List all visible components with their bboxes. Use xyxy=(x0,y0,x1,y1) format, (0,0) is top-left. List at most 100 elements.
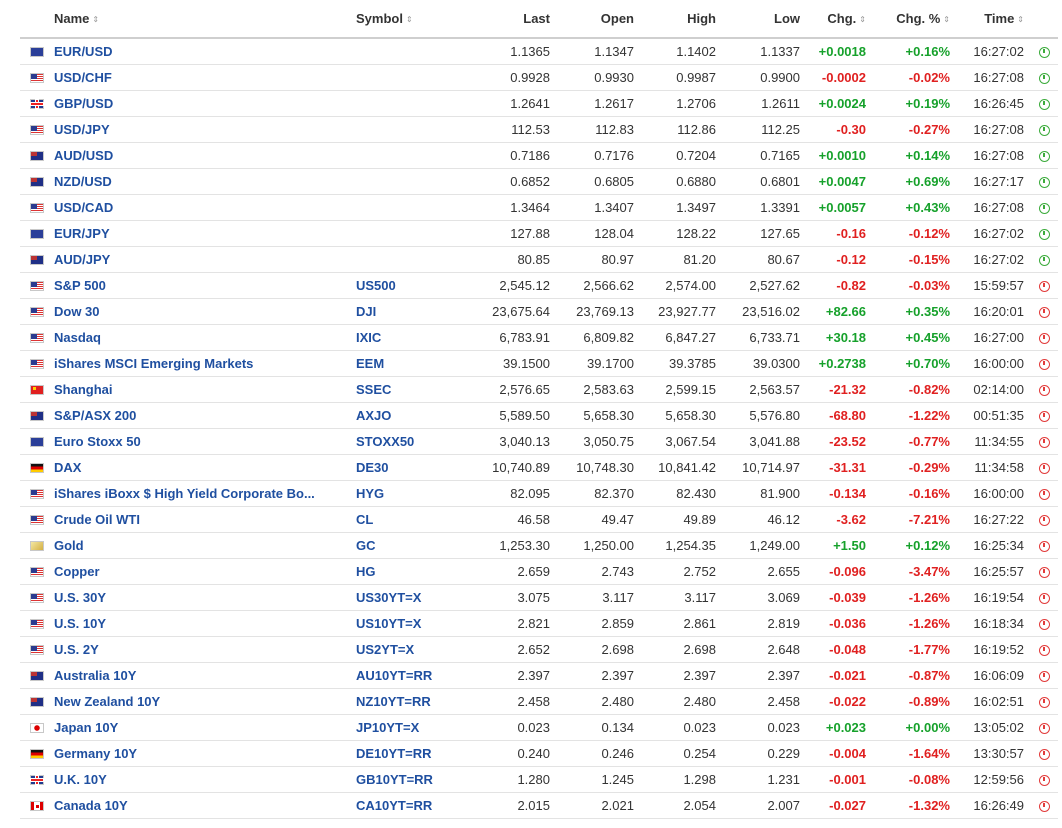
instrument-name-link[interactable]: Crude Oil WTI xyxy=(48,506,350,533)
instrument-symbol-link[interactable]: EEM xyxy=(350,350,460,377)
instrument-name-link[interactable]: iShares iBoxx $ High Yield Corporate Bo.… xyxy=(48,480,350,507)
instrument-name-link[interactable]: U.K. 10Y xyxy=(48,766,350,793)
column-header-name[interactable]: Name ⇕ xyxy=(48,0,350,39)
instrument-name-link[interactable]: AUD/USD xyxy=(48,142,350,169)
table-row[interactable]: U.S. 10Y US10YT=X 2.821 2.859 2.861 2.819 -0.0… xyxy=(20,610,1058,637)
table-row[interactable]: U.S. 30Y US30YT=X 3.075 3.117 3.117 3.069 -0.0… xyxy=(20,584,1058,611)
table-row[interactable]: USD/CHF 0.9928 0.9930 0.9987 0.9900 -0.0002 -0… xyxy=(20,64,1058,91)
instrument-symbol-link[interactable] xyxy=(350,64,460,91)
instrument-symbol-link[interactable]: US2YT=X xyxy=(350,636,460,663)
table-row[interactable]: Gold GC 1,253.30 1,250.00 1,254.35 1,249.00 +1… xyxy=(20,532,1058,559)
instrument-symbol-link[interactable]: DE30 xyxy=(350,454,460,481)
instrument-name-link[interactable]: AUD/JPY xyxy=(48,246,350,273)
table-row[interactable]: S&P/ASX 200 AXJO 5,589.50 5,658.30 5,658.30 5… xyxy=(20,402,1058,429)
column-header-last[interactable]: Last xyxy=(460,0,556,39)
table-row[interactable]: iShares MSCI Emerging Markets EEM 39.1500 3… xyxy=(20,350,1058,377)
instrument-symbol-link[interactable] xyxy=(350,168,460,195)
instrument-name-link[interactable]: USD/CHF xyxy=(48,64,350,91)
instrument-symbol-link[interactable] xyxy=(350,38,460,65)
table-row[interactable]: Copper HG 2.659 2.743 2.752 2.655 -0.096 -3.47%… xyxy=(20,558,1058,585)
table-row[interactable]: USD/CAD 1.3464 1.3407 1.3497 1.3391 +0.0057 +0… xyxy=(20,194,1058,221)
instrument-symbol-link[interactable]: US500 xyxy=(350,272,460,299)
instrument-name-link[interactable]: Canada 10Y xyxy=(48,792,350,819)
column-header-low[interactable]: Low xyxy=(722,0,806,39)
instrument-name-link[interactable]: S&P 500 xyxy=(48,272,350,299)
table-row[interactable]: U.S. 2Y US2YT=X 2.652 2.698 2.698 2.648 -0.048… xyxy=(20,636,1058,663)
instrument-symbol-link[interactable]: NZ10YT=RR xyxy=(350,688,460,715)
instrument-name-link[interactable]: iShares MSCI Emerging Markets xyxy=(48,350,350,377)
instrument-symbol-link[interactable] xyxy=(350,142,460,169)
instrument-name-link[interactable]: U.S. 2Y xyxy=(48,636,350,663)
instrument-symbol-link[interactable]: HYG xyxy=(350,480,460,507)
instrument-symbol-link[interactable]: DJI xyxy=(350,298,460,325)
table-row[interactable]: iShares iBoxx $ High Yield Corporate Bo.… xyxy=(20,480,1058,507)
instrument-symbol-link[interactable]: SSEC xyxy=(350,376,460,403)
instrument-symbol-link[interactable]: GC xyxy=(350,532,460,559)
instrument-name-link[interactable]: Euro Stoxx 50 xyxy=(48,428,350,455)
instrument-name-link[interactable]: EUR/USD xyxy=(48,38,350,65)
instrument-symbol-link[interactable] xyxy=(350,246,460,273)
instrument-name-link[interactable]: NZD/USD xyxy=(48,168,350,195)
table-row[interactable]: NZD/USD 0.6852 0.6805 0.6880 0.6801 +0.0047 +0… xyxy=(20,168,1058,195)
instrument-name-link[interactable]: New Zealand 10Y xyxy=(48,688,350,715)
table-row[interactable]: Germany 10Y DE10YT=RR 0.240 0.246 0.254 0.229… xyxy=(20,740,1058,767)
instrument-name-link[interactable]: U.S. 10Y xyxy=(48,610,350,637)
instrument-symbol-link[interactable]: IXIC xyxy=(350,324,460,351)
table-row[interactable]: New Zealand 10Y NZ10YT=RR 2.458 2.480 2.480 2… xyxy=(20,688,1058,715)
instrument-name-link[interactable]: USD/CAD xyxy=(48,194,350,221)
instrument-name-link[interactable]: USD/JPY xyxy=(48,116,350,143)
table-row[interactable]: Nasdaq IXIC 6,783.91 6,809.82 6,847.27 6,733.… xyxy=(20,324,1058,351)
column-header-chg-pct[interactable]: Chg. % ⇕ xyxy=(872,0,956,39)
table-row[interactable]: GBP/USD 1.2641 1.2617 1.2706 1.2611 +0.0024 +0… xyxy=(20,90,1058,117)
table-row[interactable]: Euro Stoxx 50 STOXX50 3,040.13 3,050.75 3,06… xyxy=(20,428,1058,455)
table-row[interactable]: S&P 500 US500 2,545.12 2,566.62 2,574.00 2,52… xyxy=(20,272,1058,299)
instrument-name-link[interactable]: Dow 30 xyxy=(48,298,350,325)
table-row[interactable]: Australia 10Y AU10YT=RR 2.397 2.397 2.397 2.3… xyxy=(20,662,1058,689)
instrument-name-link[interactable]: Copper xyxy=(48,558,350,585)
table-row[interactable]: DAX DE30 10,740.89 10,748.30 10,841.42 10,714… xyxy=(20,454,1058,481)
instrument-symbol-link[interactable] xyxy=(350,194,460,221)
column-header-chg[interactable]: Chg. ⇕ xyxy=(806,0,872,39)
instrument-symbol-link[interactable]: JP10YT=X xyxy=(350,714,460,741)
table-row[interactable]: Shanghai SSEC 2,576.65 2,583.63 2,599.15 2,56… xyxy=(20,376,1058,403)
instrument-symbol-link[interactable]: AXJO xyxy=(350,402,460,429)
instrument-name-link[interactable]: U.S. 30Y xyxy=(48,584,350,611)
column-header-open[interactable]: Open xyxy=(556,0,640,39)
instrument-name-link[interactable]: Japan 10Y xyxy=(48,714,350,741)
table-row[interactable]: AUD/JPY 80.85 80.97 81.20 80.67 -0.12 -0.15% 16… xyxy=(20,246,1058,273)
instrument-name-link[interactable]: GBP/USD xyxy=(48,90,350,117)
instrument-name-link[interactable]: Shanghai xyxy=(48,376,350,403)
instrument-symbol-link[interactable]: CL xyxy=(350,506,460,533)
instrument-name-link[interactable]: Australia 10Y xyxy=(48,662,350,689)
instrument-name-link[interactable]: EUR/JPY xyxy=(48,220,350,247)
table-row[interactable]: Japan 10Y JP10YT=X 0.023 0.134 0.023 0.023 +0.… xyxy=(20,714,1058,741)
column-header-high[interactable]: High xyxy=(640,0,722,39)
column-header-symbol[interactable]: Symbol ⇕ xyxy=(350,0,460,39)
instrument-name-link[interactable]: Gold xyxy=(48,532,350,559)
instrument-symbol-link[interactable]: GB10YT=RR xyxy=(350,766,460,793)
table-row[interactable]: EUR/JPY 127.88 128.04 128.22 127.65 -0.16 -0.1… xyxy=(20,220,1058,247)
table-row[interactable]: AUD/USD 0.7186 0.7176 0.7204 0.7165 +0.0010 +0… xyxy=(20,142,1058,169)
instrument-symbol-link[interactable]: US30YT=X xyxy=(350,584,460,611)
table-row[interactable]: Dow 30 DJI 23,675.64 23,769.13 23,927.77 23,5… xyxy=(20,298,1058,325)
table-row[interactable]: Crude Oil WTI CL 46.58 49.47 49.89 46.12 -3.62… xyxy=(20,506,1058,533)
instrument-name-link[interactable]: Germany 10Y xyxy=(48,740,350,767)
table-row[interactable]: EUR/USD 1.1365 1.1347 1.1402 1.1337 +0.0018 +0… xyxy=(20,38,1058,65)
instrument-symbol-link[interactable]: US10YT=X xyxy=(350,610,460,637)
instrument-symbol-link[interactable] xyxy=(350,90,460,117)
instrument-symbol-link[interactable] xyxy=(350,220,460,247)
table-row[interactable]: Canada 10Y CA10YT=RR 2.015 2.021 2.054 2.007-… xyxy=(20,792,1058,819)
instrument-symbol-link[interactable]: HG xyxy=(350,558,460,585)
instrument-symbol-link[interactable]: AU10YT=RR xyxy=(350,662,460,689)
instrument-name-link[interactable]: DAX xyxy=(48,454,350,481)
instrument-symbol-link[interactable] xyxy=(350,116,460,143)
column-header-time[interactable]: Time ⇕ xyxy=(956,0,1030,39)
instrument-name-link[interactable]: Nasdaq xyxy=(48,324,350,351)
instrument-symbol-link[interactable]: STOXX50 xyxy=(350,428,460,455)
instrument-name-link[interactable]: S&P/ASX 200 xyxy=(48,402,350,429)
table-row[interactable]: USD/JPY 112.53 112.83 112.86 112.25 -0.30 -0.2… xyxy=(20,116,1058,143)
instrument-symbol-link[interactable]: DE10YT=RR xyxy=(350,740,460,767)
instrument-symbol-link[interactable]: CA10YT=RR xyxy=(350,792,460,819)
table-row[interactable]: U.K. 10Y GB10YT=RR 1.280 1.245 1.298 1.231 -0.… xyxy=(20,766,1058,793)
change-value: -0.0002 xyxy=(806,64,872,91)
